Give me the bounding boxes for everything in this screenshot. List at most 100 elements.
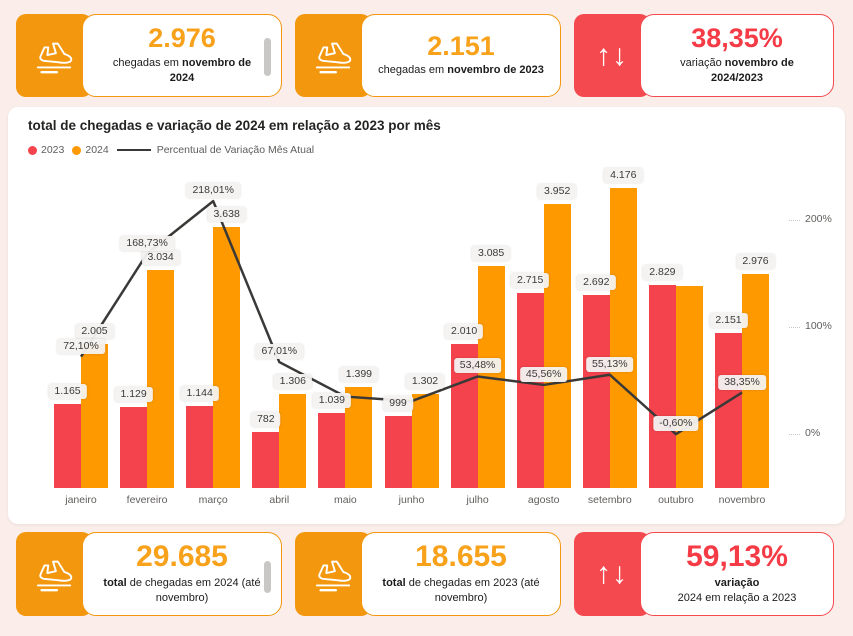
value-label-2024-maio: 1.399	[339, 367, 379, 383]
value-label-2024-novembro: 2.976	[736, 254, 775, 270]
up-down-arrows-icon: ↑↓	[574, 532, 650, 616]
x-axis-label-março: março	[198, 494, 228, 506]
variation-label-março: 218,01%	[186, 183, 240, 199]
plane-arrival-icon	[16, 14, 92, 97]
y2-axis-label-200%: 200%	[805, 213, 832, 226]
y2-axis-tick	[789, 433, 800, 435]
x-axis-label-fevereiro: fevereiro	[126, 494, 168, 506]
kpi-description: variação novembro de 2024/2023	[680, 56, 794, 85]
bar-2023-março[interactable]	[186, 405, 214, 488]
kpi-value: 2.151	[427, 31, 495, 62]
legend-label: Percentual de Variação Mês Atual	[156, 144, 315, 156]
x-axis-label-julho: julho	[466, 494, 489, 506]
kpi-value: 18.655	[415, 540, 507, 574]
legend-label: 2023	[41, 144, 65, 156]
value-label-2024-julho: 3.085	[471, 246, 511, 262]
kpi-value: 38,35%	[691, 23, 783, 54]
plane-arrival-icon	[16, 532, 92, 616]
bar-2024-março[interactable]	[213, 226, 241, 488]
kpi-card-total-2024: 29.685 total de chegadas em 2024 (até no…	[16, 532, 282, 616]
variation-label-setembro: 55,13%	[585, 356, 634, 372]
bar-2024-setembro[interactable]	[609, 188, 637, 488]
kpi-description: variação 2024 em relação a 2023	[677, 576, 797, 605]
variation-label-abril: 67,01%	[255, 344, 304, 360]
up-down-arrows-icon: ↑↓	[574, 14, 650, 97]
bar-2024-janeiro[interactable]	[81, 343, 108, 488]
x-axis-label-maio: maio	[334, 494, 357, 506]
variation-label-julho: 53,48%	[453, 358, 502, 374]
value-label-2023-outubro: 2.829	[643, 264, 682, 280]
variation-label-novembro: 38,35%	[718, 374, 766, 390]
bar-2024-abril[interactable]	[279, 394, 307, 488]
value-label-2024-agosto: 3.952	[538, 184, 577, 200]
kpi-value: 59,13%	[686, 540, 788, 574]
bar-2023-outubro[interactable]	[648, 284, 676, 488]
card-scrollbar[interactable]	[264, 561, 271, 593]
bar-2024-junho[interactable]	[411, 394, 439, 488]
legend-item-variation-line[interactable]: Percentual de Variação Mês Atual	[116, 144, 315, 156]
bar-2023-novembro[interactable]	[715, 333, 742, 488]
x-axis-label-novembro: novembro	[718, 494, 766, 506]
value-label-2023-julho: 2.010	[444, 323, 484, 339]
y2-axis-label-100%: 100%	[805, 319, 832, 332]
plot-area: 1.165 1.129 1.144 782 1.039 999 2.010 2.715 2.69…	[8, 107, 845, 524]
legend-label: 2024	[85, 144, 109, 156]
value-label-2023-agosto: 2.715	[511, 272, 550, 288]
variation-label-janeiro: 72,10%	[57, 338, 105, 354]
plane-arrival-icon	[295, 14, 371, 97]
value-label-2023-fevereiro: 1.129	[114, 386, 153, 402]
y2-axis-tick	[789, 220, 800, 222]
bar-2023-junho[interactable]	[384, 416, 412, 488]
value-label-2023-maio: 1.039	[312, 393, 352, 409]
bar-2024-julho[interactable]	[477, 266, 505, 488]
bar-2023-agosto[interactable]	[516, 292, 544, 488]
kpi-description: chegadas em novembro de 2023	[378, 64, 544, 77]
kpi-value: 2.976	[148, 23, 216, 54]
kpi-description: total de chegadas em 2024 (até novembro)	[103, 576, 261, 605]
bar-2023-fevereiro[interactable]	[120, 406, 148, 488]
chart-panel: total de chegadas e variação de 2024 em …	[8, 107, 845, 524]
bar-2023-abril[interactable]	[252, 431, 280, 488]
value-label-2023-setembro: 2.692	[577, 274, 616, 290]
kpi-value: 29.685	[136, 540, 228, 574]
value-label-2024-janeiro: 2.005	[75, 323, 114, 339]
kpi-card-arrivals-nov-2023: 2.151 chegadas em novembro de 2023	[295, 14, 561, 97]
value-label-2023-janeiro: 1.165	[48, 384, 87, 400]
variation-label-agosto: 45,56%	[519, 366, 568, 382]
value-label-2024-setembro: 4.176	[604, 168, 643, 183]
kpi-description: total de chegadas em 2023 (até novembro)	[382, 576, 540, 605]
bar-2024-fevereiro[interactable]	[147, 270, 175, 488]
value-label-2024-abril: 1.306	[273, 374, 312, 390]
bar-2023-setembro[interactable]	[582, 294, 610, 488]
bar-2024-outubro[interactable]	[675, 285, 703, 488]
y2-axis-tick	[789, 326, 800, 328]
value-label-2023-novembro: 2.151	[709, 313, 748, 329]
x-axis-label-setembro: setembro	[587, 494, 632, 506]
kpi-card-variation-total: ↑↓ 59,13% variação 2024 em relação a 2023	[574, 532, 834, 616]
bar-2023-maio[interactable]	[318, 413, 346, 488]
legend-line-icon	[116, 149, 151, 151]
value-label-2023-junho: 999	[383, 396, 413, 412]
value-label-2024-junho: 1.302	[405, 374, 445, 390]
chart-title: total de chegadas e variação de 2024 em …	[28, 118, 441, 133]
bar-2024-agosto[interactable]	[543, 204, 571, 488]
legend-item-2023[interactable]: 2023	[28, 144, 64, 156]
kpi-card-arrivals-nov-2024: 2.976 chegadas em novembro de 2024	[16, 14, 282, 97]
kpi-description: chegadas em novembro de 2024	[112, 56, 252, 85]
kpi-card-total-2023: 18.655 total de chegadas em 2023 (até no…	[295, 532, 561, 616]
legend-dot-icon	[28, 145, 37, 155]
x-axis-label-junho: junho	[398, 494, 425, 506]
value-label-2024-março: 3.638	[207, 206, 246, 222]
bar-2023-janeiro[interactable]	[54, 404, 81, 488]
value-label-2023-abril: 782	[251, 411, 281, 427]
legend-dot-icon	[72, 145, 82, 155]
variation-label-fevereiro: 168,73%	[120, 235, 174, 251]
x-axis-label-janeiro: janeiro	[65, 494, 97, 506]
x-axis-label-agosto: agosto	[527, 494, 560, 506]
x-axis-label-abril: abril	[269, 494, 290, 506]
chart-legend: 2023 2024 Percentual de Variação Mês Atual	[28, 144, 322, 156]
legend-item-2024[interactable]: 2024	[72, 144, 109, 156]
card-scrollbar[interactable]	[264, 38, 271, 76]
value-label-2024-fevereiro: 3.034	[141, 250, 180, 266]
